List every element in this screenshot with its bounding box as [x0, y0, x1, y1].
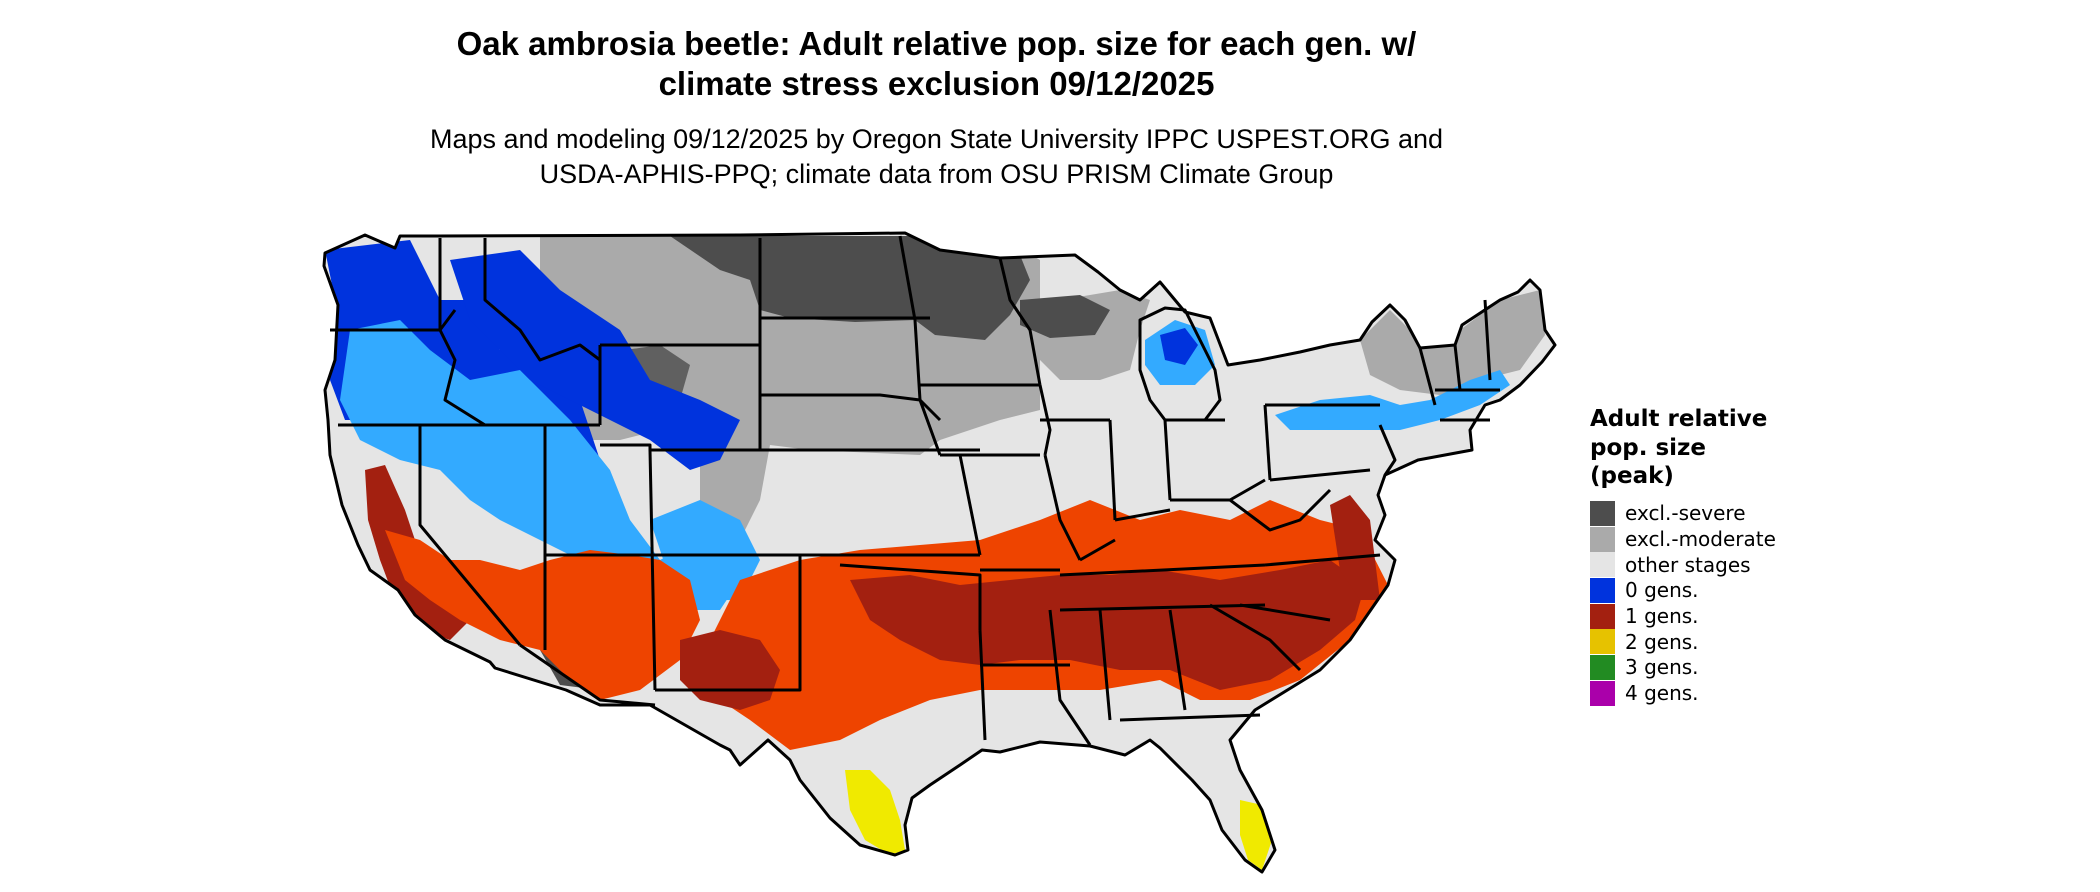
border-ut-co: [648, 449, 657, 691]
legend-item-other-stages: other stages: [1590, 552, 1870, 578]
chart-title-line1: Oak ambrosia beetle: Adult relative pop.…: [456, 25, 1417, 62]
region-one-gens-california-orange: [385, 530, 700, 700]
border-az-mx: [519, 643, 656, 707]
legend-item-0-gens: 0 gens.: [1590, 577, 1870, 604]
border-vt-nh: [1453, 344, 1462, 391]
border-nd-mn: [898, 235, 922, 401]
legend-label-2-gens: 2 gens.: [1625, 629, 1699, 654]
region-excl-severe-wi: [1020, 295, 1110, 338]
legend-item-excl-severe: excl.-severe: [1590, 500, 1870, 527]
legend-label-excl-moderate: excl.-moderate: [1625, 527, 1776, 552]
legend-swatch-3-gens: [1590, 654, 1615, 680]
border-in-oh: [1163, 419, 1172, 501]
legend-label-excl-severe: excl.-severe: [1625, 501, 1746, 526]
border-mo-il: [1043, 454, 1082, 561]
legend-title-line2: pop. size: [1590, 434, 1707, 461]
border-sd-ne: [760, 393, 942, 422]
border-tn-ms-al: [1059, 603, 1266, 612]
border-wv-va: [1229, 488, 1332, 532]
legend-item-excl-moderate: excl.-moderate: [1590, 526, 1870, 552]
legend-label-3-gens: 3 gens.: [1625, 655, 1699, 680]
border-ia-il: [1038, 384, 1052, 456]
border-or-id: [438, 329, 486, 427]
legend-label-other-stages: other stages: [1625, 552, 1751, 577]
legend-item-2-gens: 2 gens.: [1590, 629, 1870, 655]
legend-swatch-2-gens: [1590, 629, 1615, 655]
chart-title-line2: climate stress exclusion 09/12/2025: [658, 65, 1215, 102]
border-ok-tx: [839, 563, 982, 630]
chart-subtitle-line1: Maps and modeling 09/12/2025 by Oregon S…: [429, 124, 1444, 154]
chart-title: Oak ambrosia beetle: Adult relative pop.…: [0, 24, 1873, 104]
legend-label-4-gens: 4 gens.: [1625, 681, 1699, 706]
border-mn-wi: [998, 257, 1042, 386]
outline-michigan: [1138, 306, 1222, 422]
border-ky-tn: [1059, 563, 1266, 577]
us-map: [322, 231, 1557, 874]
border-in-ky: [1114, 508, 1171, 522]
border-al-ga: [1168, 609, 1187, 711]
legend-item-3-gens: 3 gens.: [1590, 654, 1870, 681]
state-boundaries: [322, 231, 1557, 874]
border-wy-co: [600, 443, 800, 452]
border-il-ky: [1079, 538, 1116, 562]
legend-label-1-gens: 1 gens.: [1625, 604, 1699, 629]
chart-subtitle: Maps and modeling 09/12/2025 by Oregon S…: [0, 122, 1873, 192]
border-pa-md: [1269, 468, 1371, 482]
region-zero-gens-pnw-light: [340, 320, 740, 610]
legend-item-4-gens: 4 gens.: [1590, 680, 1870, 706]
legend-title: Adult relative pop. size (peak): [1590, 405, 1870, 491]
border-tx-la: [978, 629, 987, 741]
border-ny-vt: [1418, 347, 1437, 406]
border-il-in: [1108, 419, 1117, 521]
legend-swatch-excl-moderate: [1590, 526, 1615, 552]
legend-swatch-0-gens: [1590, 577, 1615, 603]
border-nh-me: [1483, 299, 1492, 381]
border-ga-sc: [1209, 603, 1302, 672]
region-zero-gens-michigan-dark: [1160, 328, 1198, 365]
border-nm-tx: [655, 555, 802, 692]
border-ne-ia: [918, 399, 942, 456]
chart-subtitle-line2: USDA-APHIS-PPQ; climate data from OSU PR…: [539, 159, 1334, 189]
legend-item-1-gens: 1 gens.: [1590, 603, 1870, 629]
region-zero-gens-ny: [1275, 370, 1510, 430]
legend-swatch-excl-severe: [1590, 500, 1615, 526]
legend-title-line1: Adult relative: [1590, 406, 1768, 432]
border-ks-mo: [958, 454, 982, 556]
legend-label-0-gens: 0 gens.: [1625, 578, 1699, 603]
region-one-gens-dark-va: [1330, 495, 1380, 600]
border-nj: [1378, 424, 1397, 476]
border-la-ms: [1048, 609, 1092, 746]
border-ga-fl: [1119, 713, 1261, 722]
border-nc-sc: [1239, 603, 1331, 622]
legend-swatch-other-stages: [1590, 552, 1615, 578]
border-ms-al: [1098, 609, 1112, 721]
legend-title-line3: (peak): [1590, 463, 1674, 489]
national-outline: [322, 231, 1557, 874]
border-va-nc: [1264, 553, 1381, 567]
legend: Adult relative pop. size (peak) excl.-se…: [1590, 405, 1870, 706]
legend-swatch-4-gens: [1590, 680, 1615, 706]
border-id-mt: [483, 238, 601, 362]
legend-swatch-1-gens: [1590, 603, 1615, 629]
border-ca-nv: [418, 425, 522, 646]
border-oh-pa: [1263, 404, 1272, 481]
region-two-gens-south-texas: [845, 770, 905, 855]
region-zero-gens-rockies: [450, 250, 740, 470]
